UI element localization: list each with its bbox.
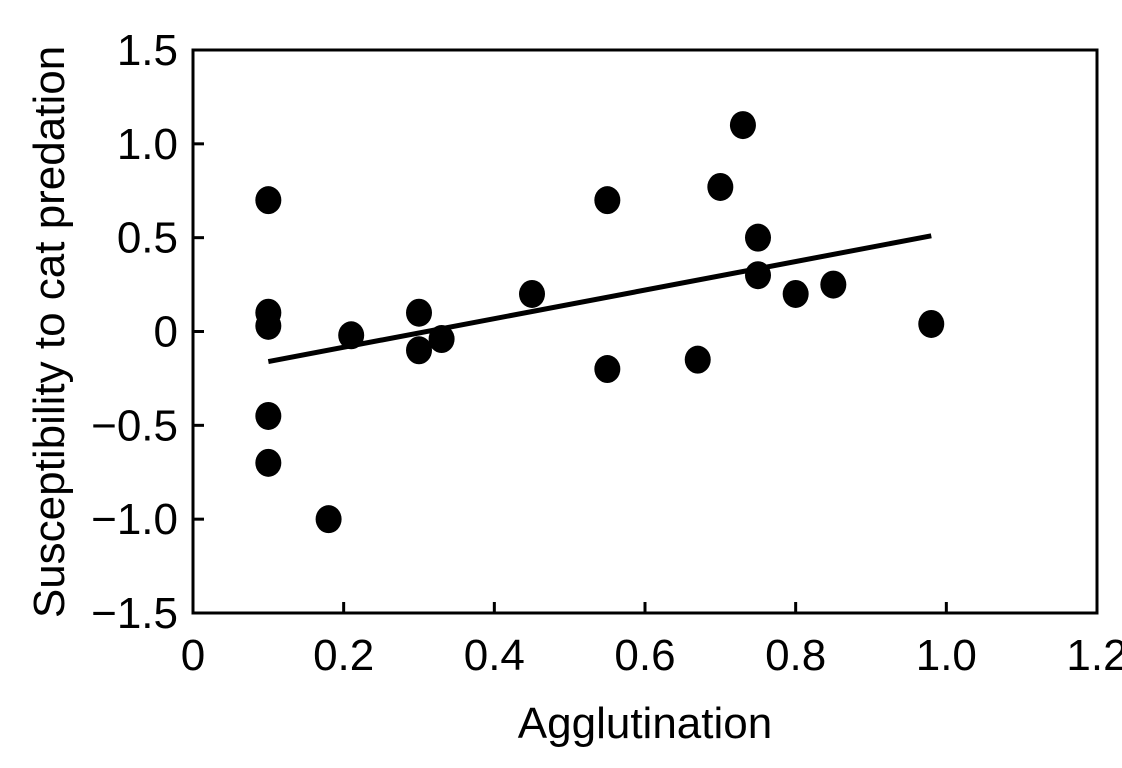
data-point <box>315 505 342 534</box>
y-axis: 1.5 1.0 0.5 0 −0.5 −1.0 −1.5 <box>91 26 204 638</box>
data-point <box>255 448 282 477</box>
x-tick-label: 0.8 <box>765 631 826 680</box>
data-point <box>918 309 945 338</box>
data-point <box>820 270 847 299</box>
y-tick-label: 1.0 <box>117 120 178 169</box>
x-axis-label: Agglutination <box>518 699 772 748</box>
data-point <box>255 401 282 430</box>
y-tick-label: −1.5 <box>91 589 178 638</box>
data-point <box>428 325 455 354</box>
y-tick-label: 0 <box>154 308 178 357</box>
y-axis-label: Susceptibility to cat predation <box>25 46 74 618</box>
data-point <box>729 111 756 140</box>
data-point <box>519 279 545 308</box>
data-point <box>782 279 809 308</box>
x-tick-label: 1.2 <box>1066 631 1122 680</box>
data-point <box>684 345 711 374</box>
y-tick-label: −1.0 <box>91 495 178 544</box>
y-tick-label: −0.5 <box>91 401 178 450</box>
data-point <box>406 336 432 365</box>
x-tick-label: 0.6 <box>614 631 675 680</box>
data-point <box>406 298 432 327</box>
x-tick-label: 0.4 <box>464 631 525 680</box>
data-point <box>594 355 621 384</box>
x-tick-label: 0 <box>181 631 205 680</box>
data-point <box>255 186 282 215</box>
data-point <box>745 223 771 252</box>
data-point <box>338 321 365 350</box>
x-axis: 0 0.2 0.4 0.6 0.8 1.0 1.2 <box>181 602 1122 680</box>
data-point <box>707 172 734 201</box>
data-points <box>255 111 945 534</box>
trend-line <box>267 233 932 364</box>
x-tick-label: 0.2 <box>313 631 374 680</box>
data-point <box>255 311 282 340</box>
y-tick-label: 1.5 <box>117 26 178 75</box>
y-tick-label: 0.5 <box>117 214 178 263</box>
data-point <box>594 186 621 215</box>
data-point <box>745 261 771 290</box>
x-tick-label: 1.0 <box>916 631 977 680</box>
